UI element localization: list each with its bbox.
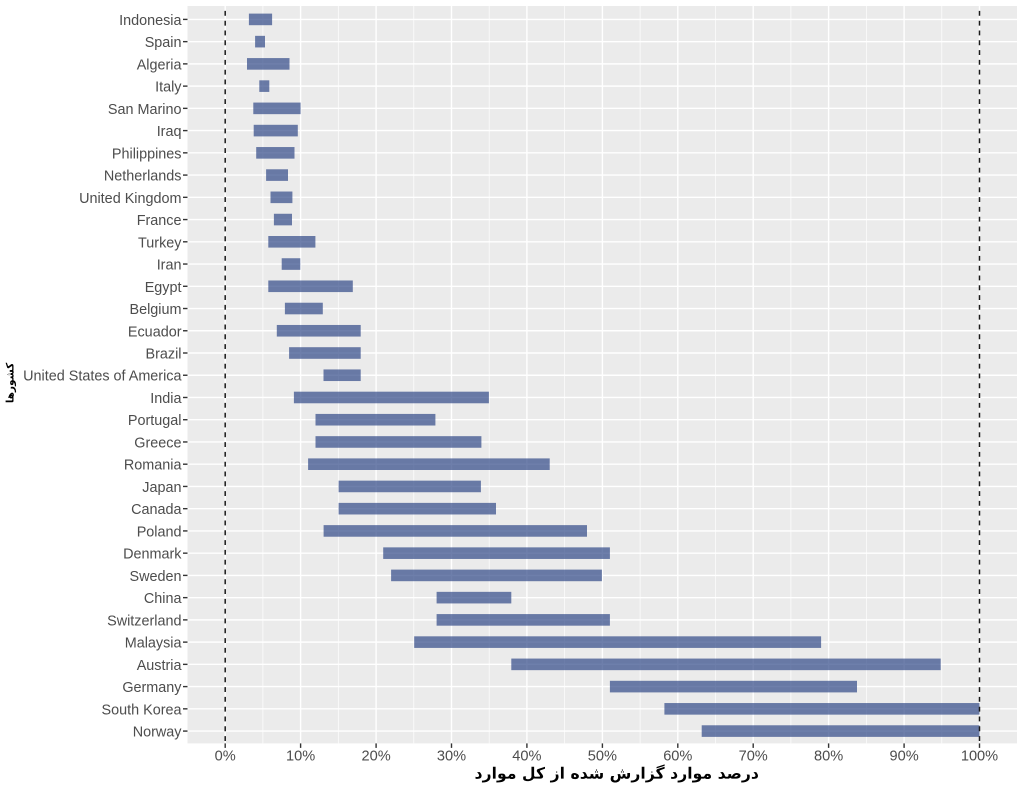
- svg-text:Ecuador: Ecuador: [128, 324, 182, 340]
- svg-text:Netherlands: Netherlands: [104, 169, 182, 185]
- svg-text:Poland: Poland: [137, 524, 182, 540]
- svg-text:South Korea: South Korea: [101, 702, 181, 718]
- svg-text:Romania: Romania: [124, 458, 182, 474]
- svg-text:Greece: Greece: [134, 435, 181, 451]
- svg-text:United Kingdom: United Kingdom: [79, 191, 181, 207]
- svg-text:Iran: Iran: [157, 258, 182, 274]
- svg-text:United States of America: United States of America: [23, 369, 181, 385]
- svg-text:Germany: Germany: [122, 680, 182, 696]
- svg-text:Portugal: Portugal: [128, 413, 182, 429]
- svg-text:Algeria: Algeria: [137, 57, 182, 73]
- svg-text:60%: 60%: [663, 748, 692, 764]
- svg-text:50%: 50%: [588, 748, 617, 764]
- svg-text:Austria: Austria: [137, 658, 182, 674]
- svg-text:Indonesia: Indonesia: [119, 13, 181, 29]
- svg-text:70%: 70%: [739, 748, 768, 764]
- svg-text:Denmark: Denmark: [123, 547, 182, 563]
- svg-text:100%: 100%: [961, 748, 998, 764]
- svg-text:10%: 10%: [286, 748, 315, 764]
- svg-text:China: China: [144, 591, 182, 607]
- svg-text:Belgium: Belgium: [130, 302, 182, 318]
- svg-text:Italy: Italy: [155, 80, 182, 96]
- svg-text:0%: 0%: [215, 748, 236, 764]
- svg-text:India: India: [150, 391, 181, 407]
- svg-text:San Marino: San Marino: [108, 102, 182, 118]
- svg-text:Egypt: Egypt: [145, 280, 182, 296]
- svg-text:30%: 30%: [437, 748, 466, 764]
- svg-text:Brazil: Brazil: [146, 347, 182, 363]
- svg-text:90%: 90%: [889, 748, 918, 764]
- svg-text:Philippines: Philippines: [112, 146, 182, 162]
- svg-text:Iraq: Iraq: [157, 124, 182, 140]
- svg-text:France: France: [137, 213, 182, 229]
- svg-text:Sweden: Sweden: [129, 569, 181, 585]
- svg-text:20%: 20%: [361, 748, 390, 764]
- svg-text:Canada: Canada: [131, 502, 181, 518]
- svg-text:80%: 80%: [814, 748, 843, 764]
- svg-text:Norway: Norway: [133, 725, 183, 741]
- svg-text:40%: 40%: [512, 748, 541, 764]
- svg-text:Switzerland: Switzerland: [107, 613, 181, 629]
- svg-text:Malaysia: Malaysia: [125, 636, 182, 652]
- svg-text:Turkey: Turkey: [138, 235, 182, 251]
- svg-text:Spain: Spain: [145, 35, 182, 51]
- svg-text:Japan: Japan: [142, 480, 181, 496]
